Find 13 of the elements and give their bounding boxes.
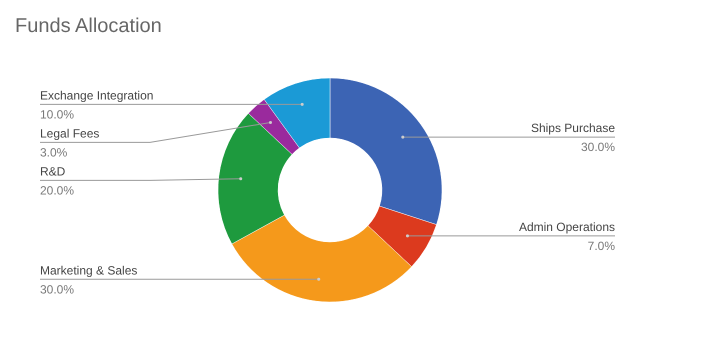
chart-title: Funds Allocation xyxy=(15,15,162,37)
slice-label: Admin Operations xyxy=(518,220,615,234)
data-label: 7.0% xyxy=(588,238,616,253)
data-label: 30.0% xyxy=(580,140,616,154)
data-label: 10.0% xyxy=(40,107,74,122)
slice-label: R&D xyxy=(40,164,66,178)
slice-label: Exchange Integration xyxy=(40,88,154,102)
data-label: 30.0% xyxy=(40,282,74,296)
slice-label: Ships Purchase xyxy=(530,121,616,136)
slice-label: Marketing & Sales xyxy=(40,263,138,278)
data-label: 3.0% xyxy=(40,145,68,160)
data-label: 20.0% xyxy=(40,183,74,198)
slice-label: Legal Fees xyxy=(40,126,100,140)
